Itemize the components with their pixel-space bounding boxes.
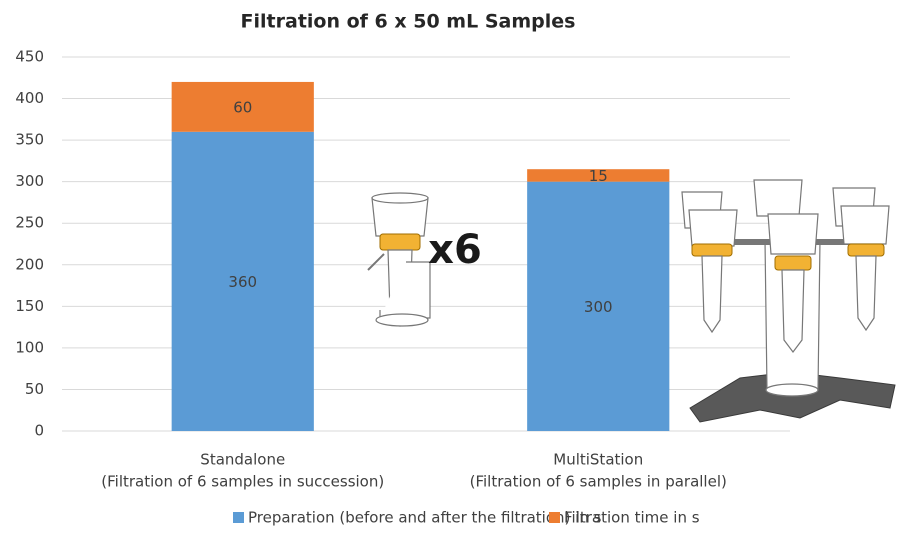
legend-swatch: [233, 512, 244, 523]
standalone-illustration: [367, 192, 431, 328]
y-tick-label: 150: [15, 297, 44, 315]
y-tick-label: 0: [34, 422, 44, 440]
x-tick-label: MultiStation: [553, 451, 643, 469]
chart-title: Filtration of 6 x 50 mL Samples: [241, 11, 576, 33]
y-tick-label: 450: [15, 48, 44, 66]
legend: Preparation (before and after the filtra…: [233, 509, 700, 527]
x-tick-label: Standalone: [200, 451, 285, 469]
data-label: 15: [589, 167, 608, 185]
x-tick-label: (Filtration of 6 samples in parallel): [470, 473, 727, 491]
y-tick-label: 250: [15, 214, 44, 232]
bars: 360 60 Standalone (Filtration of 6 samples …: [101, 81, 727, 491]
y-tick-label: 350: [15, 131, 44, 149]
legend-label: Preparation (before and after the filtra…: [248, 509, 602, 527]
annotation: x6: [428, 227, 482, 273]
multistation-illustration: [681, 179, 896, 423]
bar-segment: [171, 131, 314, 432]
x-tick-label: (Filtration of 6 samples in succession): [101, 473, 384, 491]
y-tick-label: 100: [15, 338, 44, 356]
bar-segment: [527, 169, 670, 182]
data-label: 300: [584, 298, 613, 316]
data-label: 60: [233, 98, 252, 116]
data-label: 360: [228, 273, 257, 291]
y-tick-label: 400: [15, 89, 44, 107]
legend-swatch: [549, 512, 560, 523]
y-tick-label: 200: [15, 255, 44, 273]
y-tick-label: 300: [15, 172, 44, 190]
y-tick-label: 50: [25, 380, 44, 398]
bar-segment: [171, 81, 314, 132]
legend-label: Filtration time in s: [564, 509, 700, 527]
bar-segment: [527, 181, 670, 431]
